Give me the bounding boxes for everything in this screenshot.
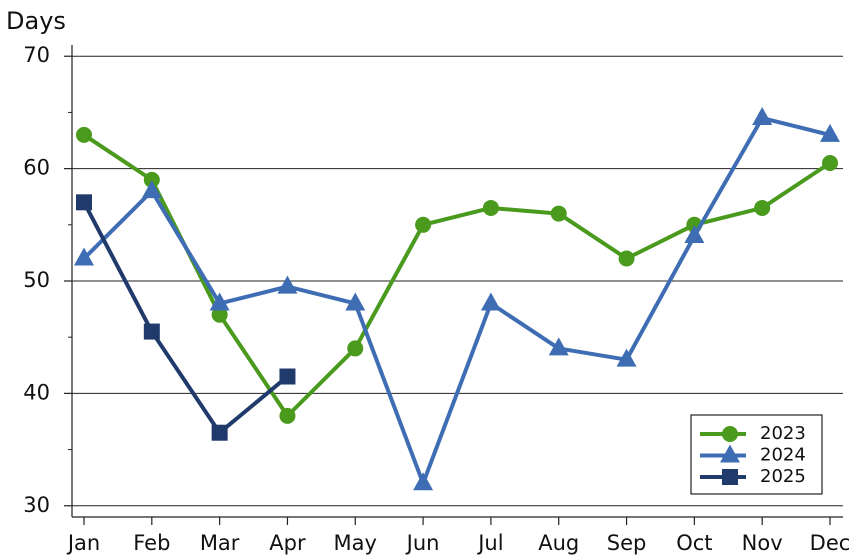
marker [550,205,567,222]
marker [345,292,366,311]
series [74,107,840,491]
marker [754,199,771,216]
marker [143,323,160,340]
marker [209,292,230,311]
marker [141,180,162,199]
x-tick-label: Dec [810,531,851,555]
y-tick-label: 60 [23,156,50,180]
x-tick-label: May [334,531,377,555]
marker [480,292,501,311]
x-tick-label: Jun [405,531,440,555]
marker [482,199,499,216]
marker [415,216,432,233]
marker [211,424,228,441]
marker [618,250,635,267]
x-tick-label: Nov [742,531,783,555]
marker [76,126,92,143]
marker [820,123,840,142]
marker [616,348,637,367]
marker [76,194,92,211]
legend-label: 2025 [760,466,806,487]
y-tick-label: 30 [23,493,50,517]
legend-label: 2023 [760,423,806,444]
marker [277,275,298,294]
x-tick-label: Feb [133,531,170,555]
series [76,126,838,424]
marker [347,340,364,357]
x-tick-label: Apr [269,531,306,555]
marker [74,247,94,266]
marker [143,171,160,188]
y-tick-label: 70 [23,43,50,67]
marker [279,407,296,424]
series-line [82,116,831,486]
series-line [82,133,832,418]
x-tick-label: Jul [476,531,503,555]
y-tick-label: 40 [23,380,50,404]
marker [722,426,738,442]
marker [548,337,569,356]
marker [752,107,773,126]
marker [822,155,838,171]
x-tick-label: Jan [66,531,100,555]
marker [279,368,296,385]
x-tick-label: Mar [200,531,240,555]
series [76,194,296,441]
y-axis-label: Days [6,7,66,35]
marker [413,472,434,491]
marker [720,444,740,463]
marker [211,306,228,323]
marker [684,225,705,244]
y-tick-label: 50 [23,268,50,292]
x-tick-label: Oct [676,531,712,555]
series-line [82,201,289,435]
x-tick-label: Aug [538,531,579,555]
marker [722,469,738,485]
x-tick-label: Sep [607,531,647,555]
legend-label: 2024 [760,445,806,466]
